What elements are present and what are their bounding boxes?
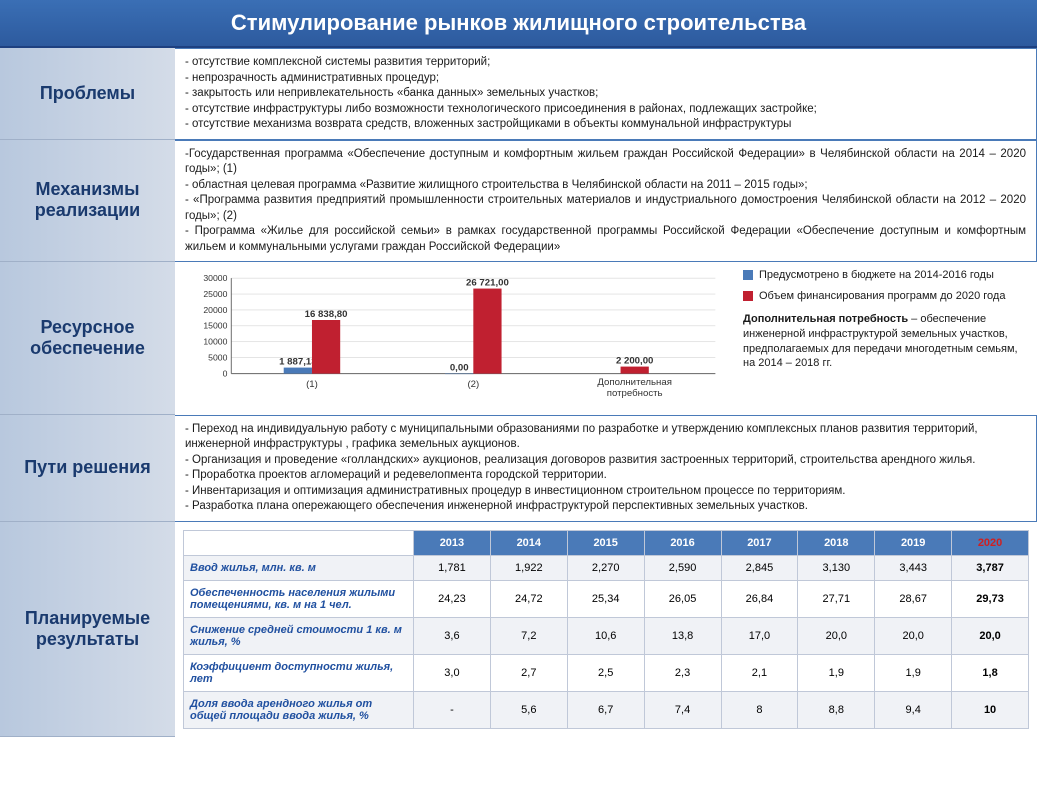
chart-legend-area: Предусмотрено в бюджете на 2014-2016 год…	[735, 262, 1037, 415]
section-mechanisms: Механизмы реализации -Государственная пр…	[0, 140, 1037, 263]
results-table: 20132014201520162017201820192020Ввод жил…	[183, 530, 1029, 729]
section-label-paths: Пути решения	[0, 415, 175, 522]
svg-text:15000: 15000	[203, 321, 227, 331]
svg-text:2 200,00: 2 200,00	[616, 356, 653, 367]
svg-text:26 721,00: 26 721,00	[466, 278, 509, 289]
svg-text:5000: 5000	[208, 353, 227, 363]
section-problems: Проблемы - отсутствие комплексной систем…	[0, 48, 1037, 140]
svg-text:25000: 25000	[203, 289, 227, 299]
section-label-problems: Проблемы	[0, 48, 175, 140]
resources-chart: 0 5000 10000 15000 20000 25000 30000 1 887,13 16…	[175, 262, 735, 415]
section-label-mechanisms: Механизмы реализации	[0, 140, 175, 263]
section-label-resources: Ресурсное обеспечение	[0, 262, 175, 415]
svg-text:20000: 20000	[203, 305, 227, 315]
resources-note: Дополнительная потребность – обеспечение…	[743, 312, 1029, 371]
svg-text:(2): (2)	[467, 379, 479, 390]
paths-content: - Переход на индивидуальную работу с мун…	[175, 415, 1037, 522]
svg-text:потребность: потребность	[607, 388, 663, 399]
legend-item: Объем финансирования программ до 2020 го…	[743, 289, 1029, 304]
svg-text:Дополнительная: Дополнительная	[597, 377, 672, 388]
svg-text:16 838,80: 16 838,80	[305, 309, 348, 320]
section-resources: Ресурсное обеспечение 0 5000 10000 15000 200…	[0, 262, 1037, 415]
legend-item: Предусмотрено в бюджете на 2014-2016 год…	[743, 268, 1029, 283]
results-content: 20132014201520162017201820192020Ввод жил…	[175, 522, 1037, 737]
svg-text:1 887,13: 1 887,13	[279, 357, 316, 368]
svg-text:(1): (1)	[306, 379, 318, 390]
problems-content: - отсутствие комплексной системы развити…	[175, 48, 1037, 140]
svg-text:0: 0	[223, 369, 228, 379]
section-paths: Пути решения - Переход на индивидуальную…	[0, 415, 1037, 522]
mechanisms-content: -Государственная программа «Обеспечение …	[175, 140, 1037, 263]
svg-text:10000: 10000	[203, 337, 227, 347]
page-title: Стимулирование рынков жилищного строител…	[0, 0, 1037, 48]
svg-text:0,00: 0,00	[450, 363, 469, 374]
svg-text:30000: 30000	[203, 273, 227, 283]
section-label-results: Планируемые результаты	[0, 522, 175, 737]
section-results: Планируемые результаты 20132014201520162…	[0, 522, 1037, 737]
